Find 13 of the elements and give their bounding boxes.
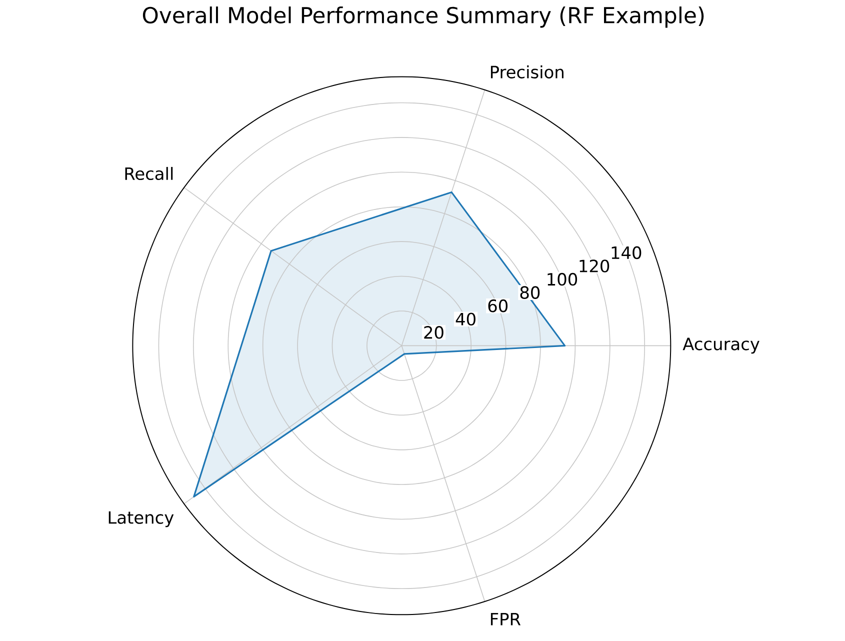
y-tick-label: 140: [612, 246, 642, 260]
y-tick-label: 120: [580, 260, 610, 273]
spoke-label: FPR: [490, 613, 521, 626]
spoke-label: Recall: [125, 167, 173, 180]
spoke-label: Accuracy: [682, 338, 760, 354]
chart-title: Overall Model Performance Summary (RF Example): [142, 6, 704, 28]
y-tick-label: 80: [520, 286, 540, 300]
y-tick-label: 40: [456, 312, 476, 326]
spoke-label: Precision: [490, 66, 564, 79]
y-tick-label: 100: [548, 273, 578, 286]
y-tick-label: 20: [424, 326, 444, 340]
y-tick-label: 60: [488, 300, 508, 312]
spoke-label: Latency: [108, 512, 174, 528]
